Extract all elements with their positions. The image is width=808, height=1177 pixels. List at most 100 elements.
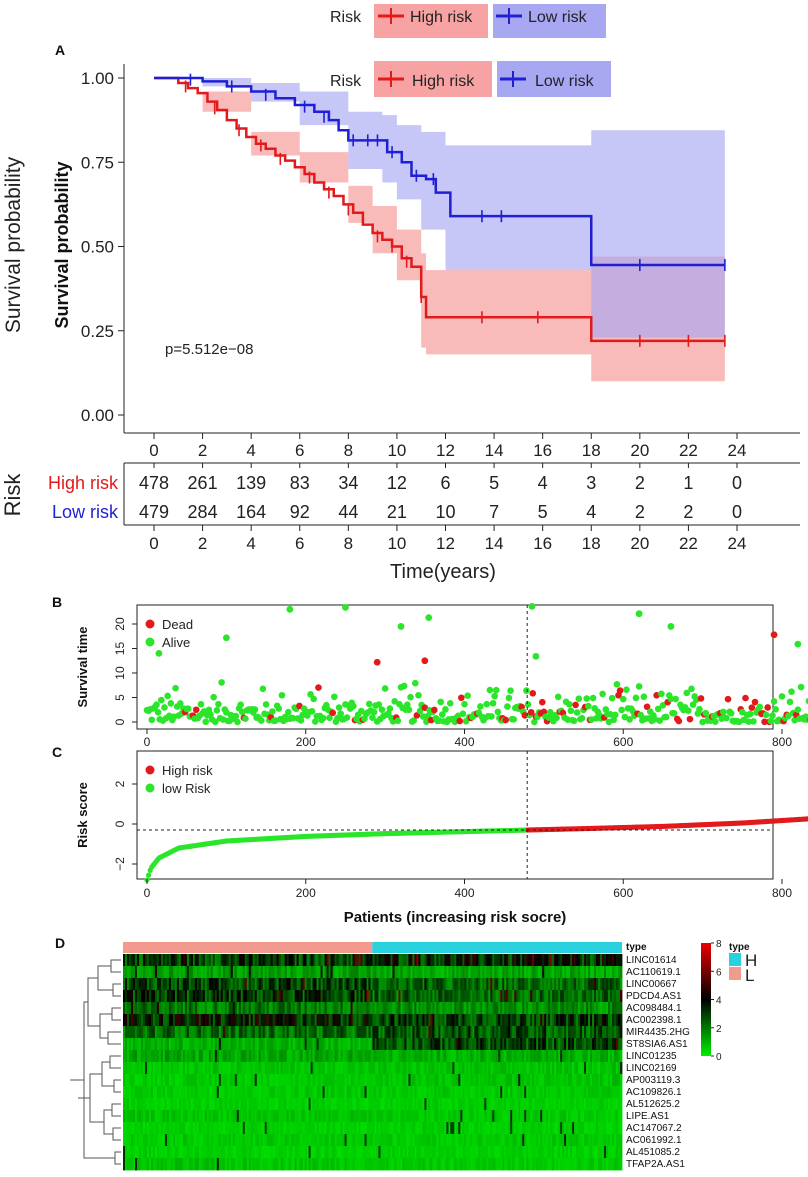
heatmap-cell xyxy=(514,1038,517,1051)
heatmap-cell xyxy=(284,1014,288,1027)
heatmap-cell xyxy=(320,1062,323,1075)
heatmap-cell xyxy=(592,1062,595,1075)
heatmap-cell xyxy=(432,1050,435,1063)
risk-table-x-tick-label: 12 xyxy=(436,534,455,553)
heatmap-cell xyxy=(236,978,240,991)
heatmap-cell xyxy=(548,978,551,991)
legend-low-label-outer: Low risk xyxy=(528,9,588,26)
heatmap-cell xyxy=(518,990,521,1003)
heatmap-cell xyxy=(430,1122,433,1135)
heatmap-cell xyxy=(560,1050,563,1063)
heatmap-cell xyxy=(372,1086,375,1099)
heatmap-cell xyxy=(200,1062,204,1075)
risk-table-cell: 284 xyxy=(188,502,218,522)
heatmap-cell xyxy=(172,1050,176,1063)
survival-point-alive xyxy=(626,716,633,723)
heatmap-cell xyxy=(470,1122,473,1135)
heatmap-cell xyxy=(194,1074,198,1087)
heatmap-cell xyxy=(452,1122,455,1135)
heatmap-cell xyxy=(424,990,427,1003)
heatmap-cell xyxy=(584,978,587,991)
heatmap-cell xyxy=(126,1086,130,1099)
heatmap-cell xyxy=(480,966,483,979)
heatmap-cell xyxy=(276,978,280,991)
heatmap-cell xyxy=(124,954,128,967)
heatmap-cell xyxy=(228,1110,232,1123)
heatmap-cell xyxy=(322,1110,325,1123)
heatmap-cell xyxy=(504,1110,507,1123)
heatmap-cell xyxy=(596,1050,599,1063)
heatmap-cell xyxy=(506,1074,509,1087)
heatmap-cell xyxy=(380,1038,383,1051)
heatmap-cell xyxy=(498,1062,501,1075)
heatmap-cell xyxy=(514,1122,517,1135)
km-line-low-risk xyxy=(154,76,725,267)
heatmap-cell xyxy=(490,1014,493,1027)
heatmap-cell xyxy=(520,1110,523,1123)
heatmap-cell xyxy=(368,1086,371,1099)
heatmap-cell xyxy=(128,1014,132,1027)
heatmap-cell xyxy=(556,966,559,979)
heatmap-cell xyxy=(296,1110,300,1123)
heatmap-cell xyxy=(266,990,270,1003)
heatmap-cell xyxy=(160,1110,164,1123)
heatmap-cell xyxy=(398,954,401,967)
heatmap-cell xyxy=(134,1002,138,1015)
heatmap-cell xyxy=(500,1086,503,1099)
survival-point-alive xyxy=(172,684,179,692)
heatmap-cell xyxy=(328,954,331,967)
heatmap-cell xyxy=(206,978,210,991)
heatmap-cell xyxy=(286,1014,290,1027)
heatmap-cell xyxy=(284,1074,288,1087)
heatmap-cell xyxy=(608,990,611,1003)
heatmap-cell xyxy=(584,1026,587,1039)
heatmap-cell xyxy=(478,978,481,991)
heatmap-cell xyxy=(548,1122,551,1135)
heatmap-cell xyxy=(394,1014,397,1027)
heatmap-cell xyxy=(190,1122,194,1135)
heatmap-cell xyxy=(180,966,184,979)
heatmap-cell xyxy=(212,1098,216,1111)
heatmap-cell xyxy=(134,1062,138,1075)
heatmap-cell xyxy=(254,1086,258,1099)
heatmap-cell xyxy=(498,978,501,991)
heatmap-cell xyxy=(526,1050,529,1063)
heatmap-cell xyxy=(236,1110,240,1123)
risk-table-x-tick-label: 10 xyxy=(387,534,406,553)
heatmap-cell xyxy=(228,966,232,979)
heatmap-cell xyxy=(368,990,371,1003)
heatmap-cell xyxy=(464,1074,467,1087)
heatmap-cell xyxy=(534,1110,537,1123)
heatmap-cell xyxy=(330,990,333,1003)
heatmap-cell xyxy=(198,1062,202,1075)
survival-point-alive xyxy=(369,714,376,721)
heatmap-cell xyxy=(550,1014,553,1027)
km-x-tick-label: 22 xyxy=(679,441,698,460)
heatmap-cell xyxy=(158,1110,162,1123)
heatmap-cell xyxy=(488,1026,491,1039)
survival-point-alive xyxy=(656,717,664,725)
heatmap-cell xyxy=(478,1002,481,1015)
heatmap-cell xyxy=(524,1014,527,1027)
heatmap-cell xyxy=(246,1026,250,1039)
heatmap-cell xyxy=(238,1038,242,1051)
heatmap-cell xyxy=(424,1062,427,1075)
heatmap-cell xyxy=(468,1014,471,1027)
heatmap-cell xyxy=(530,978,533,991)
heatmap-cell xyxy=(592,978,595,991)
heatmap-cell xyxy=(348,954,351,967)
heatmap-cell xyxy=(440,1038,443,1051)
heatmap-cell xyxy=(580,1110,583,1123)
heatmap-cell xyxy=(594,1038,597,1051)
heatmap-cell xyxy=(298,954,302,967)
heatmap-cell xyxy=(214,1074,218,1087)
heatmap-cell xyxy=(174,966,178,979)
heatmap-cell xyxy=(168,1038,172,1051)
heatmap-cell xyxy=(252,1110,256,1123)
heatmap-cell xyxy=(522,1026,525,1039)
heatmap-cell xyxy=(180,1086,184,1099)
heatmap-cell xyxy=(466,990,469,1003)
heatmap-cell xyxy=(368,1098,371,1111)
heatmap-cell xyxy=(138,1074,142,1087)
heatmap-cell xyxy=(260,1002,264,1015)
